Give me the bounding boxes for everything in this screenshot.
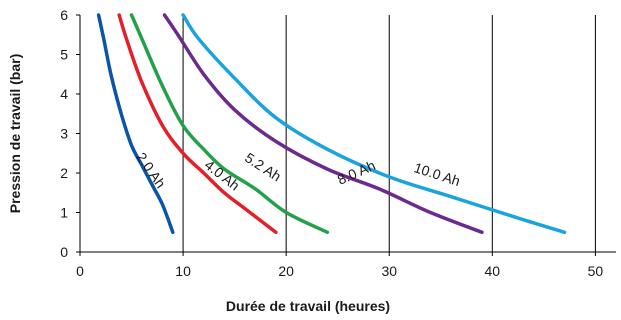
y-tick-labels: 0 1 2 3 4 5 6 xyxy=(60,7,68,260)
x-tick-label-20: 20 xyxy=(278,263,294,279)
x-tick-label-10: 10 xyxy=(175,263,191,279)
x-tick-label-50: 50 xyxy=(588,263,604,279)
y-tick-label-4: 4 xyxy=(60,86,68,102)
x-tick-label-30: 30 xyxy=(381,263,397,279)
series-line-5-2-ah xyxy=(129,13,330,235)
series-label-5-2-ah: 5.2 Ah xyxy=(242,149,284,184)
y-tick-label-6: 6 xyxy=(60,7,68,23)
series-line-10-0-ah xyxy=(181,13,567,235)
x-tick-labels: 0 10 20 30 40 50 xyxy=(76,263,603,279)
series-label-10-0-ah: 10.0 Ah xyxy=(412,159,462,189)
axes xyxy=(76,14,616,256)
vertical-gridlines xyxy=(182,15,596,252)
y-axis-label: Pression de travail (bar) xyxy=(7,54,23,214)
series-line-4-0-ah xyxy=(117,13,278,235)
x-tick-label-40: 40 xyxy=(485,263,501,279)
y-tick-label-5: 5 xyxy=(60,47,68,63)
y-tick-label-0: 0 xyxy=(60,244,68,260)
y-tick-label-3: 3 xyxy=(60,126,68,142)
y-tick-label-2: 2 xyxy=(60,165,68,181)
x-axis-label: Durée de travail (heures) xyxy=(226,298,390,314)
series-lines xyxy=(96,13,567,235)
series-line-2-0-ah xyxy=(96,13,175,235)
y-tick-label-1: 1 xyxy=(60,205,68,221)
x-tick-label-0: 0 xyxy=(76,263,84,279)
series-line-8-0-ah xyxy=(162,13,484,235)
